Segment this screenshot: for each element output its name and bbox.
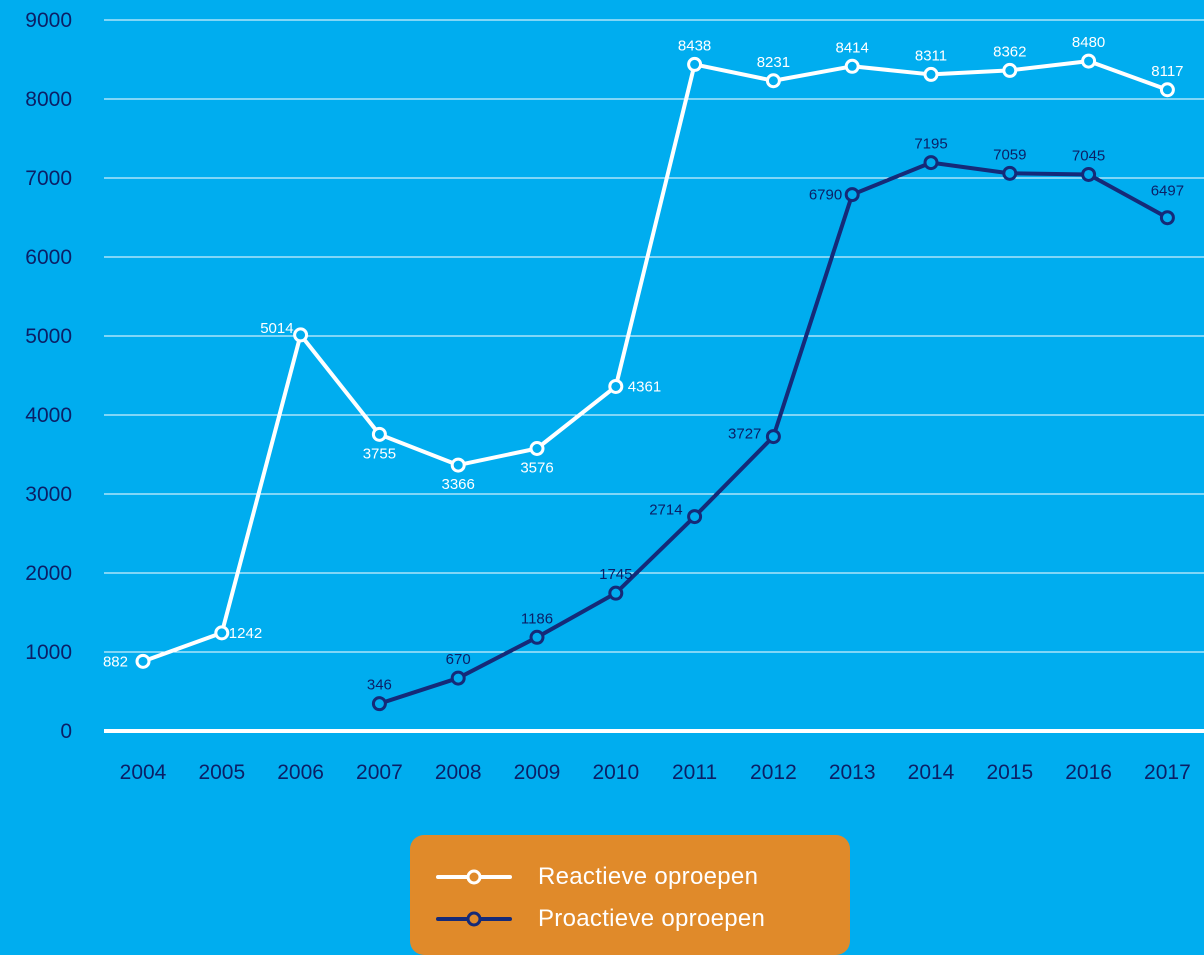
data-label-proactive-2010: 1745	[599, 566, 632, 583]
data-point-reactive-2008	[450, 457, 466, 473]
legend-label-reactive: Reactieve oproepen	[538, 863, 759, 890]
data-label-reactive-2009: 3576	[520, 459, 553, 476]
x-tick-label-2005: 2005	[198, 761, 245, 784]
data-label-reactive-2013: 8414	[836, 39, 869, 56]
x-tick-label-2004: 2004	[120, 761, 167, 784]
legend-item-reactive: Reactieve oproepen	[434, 859, 758, 895]
x-tick-label-2017: 2017	[1144, 761, 1191, 784]
line-chart: 0 1000 2000 3000 4000 5000 6000 7000 8000 9000 200…	[25, 9, 1204, 784]
data-point-proactive-2008	[450, 670, 466, 686]
data-label-reactive-2005: 1242	[229, 625, 262, 642]
data-label-proactive-2007: 346	[367, 677, 392, 694]
data-label-reactive-2007: 3755	[363, 445, 396, 462]
data-point-proactive-2012	[765, 429, 781, 445]
data-point-proactive-2007	[371, 696, 387, 712]
data-label-reactive-2015: 8362	[993, 43, 1026, 60]
data-point-reactive-2009	[529, 440, 545, 456]
y-tick-label-7000: 7000	[25, 167, 72, 190]
y-tick-label-0: 0	[60, 720, 72, 743]
data-label-proactive-2017: 6497	[1151, 183, 1184, 200]
data-point-reactive-2011	[687, 56, 703, 72]
legend-label-proactive: Proactieve oproepen	[538, 905, 766, 932]
data-point-reactive-2004	[135, 653, 151, 669]
data-point-reactive-2005	[214, 625, 230, 641]
data-label-proactive-2009: 1186	[521, 610, 553, 627]
y-tick-label-3000: 3000	[25, 483, 72, 506]
data-label-reactive-2006: 5014	[260, 320, 293, 337]
data-point-reactive-2012	[765, 73, 781, 89]
data-point-reactive-2010	[608, 378, 624, 394]
x-tick-label-2013: 2013	[829, 761, 876, 784]
data-point-proactive-2017	[1159, 210, 1175, 226]
x-tick-label-2012: 2012	[750, 761, 797, 784]
data-point-reactive-2013	[844, 58, 860, 74]
data-point-reactive-2015	[1002, 62, 1018, 78]
x-tick-label-2010: 2010	[592, 761, 639, 784]
legend-swatch-proactive	[436, 911, 512, 927]
y-tick-label-4000: 4000	[25, 404, 72, 427]
x-tick-label-2009: 2009	[514, 761, 561, 784]
legend-swatch-reactive	[436, 869, 512, 885]
data-label-proactive-2011: 2714	[649, 502, 682, 519]
data-point-proactive-2016	[1081, 166, 1097, 182]
data-label-proactive-2008: 670	[446, 651, 471, 668]
data-point-proactive-2011	[687, 509, 703, 525]
data-label-proactive-2012: 3727	[728, 426, 761, 443]
y-tick-label-9000: 9000	[25, 9, 72, 32]
data-label-reactive-2014: 8311	[915, 47, 947, 64]
data-label-proactive-2016: 7045	[1072, 147, 1105, 164]
data-point-proactive-2010	[608, 585, 624, 601]
y-tick-label-5000: 5000	[25, 325, 72, 348]
data-point-proactive-2015	[1002, 165, 1018, 181]
data-point-proactive-2014	[923, 155, 939, 171]
data-point-reactive-2014	[923, 66, 939, 82]
x-tick-label-2008: 2008	[435, 761, 482, 784]
data-point-reactive-2017	[1159, 82, 1175, 98]
data-label-reactive-2017: 8117	[1151, 63, 1183, 80]
y-tick-label-2000: 2000	[25, 562, 72, 585]
x-tick-label-2006: 2006	[277, 761, 324, 784]
data-label-reactive-2008: 3366	[442, 476, 475, 493]
y-tick-label-8000: 8000	[25, 88, 72, 111]
data-label-proactive-2014: 7195	[914, 136, 947, 153]
x-tick-label-2007: 2007	[356, 761, 403, 784]
x-tick-label-2016: 2016	[1065, 761, 1112, 784]
legend: Reactieve oproepen Proactieve oproepen	[410, 835, 850, 955]
data-label-proactive-2013: 6790	[809, 187, 842, 204]
data-label-reactive-2004: 882	[103, 653, 128, 670]
legend-item-proactive: Proactieve oproepen	[434, 901, 765, 937]
data-label-reactive-2010: 4361	[628, 378, 661, 395]
x-tick-label-2014: 2014	[908, 761, 955, 784]
data-point-proactive-2009	[529, 629, 545, 645]
data-point-reactive-2007	[371, 426, 387, 442]
data-point-reactive-2016	[1081, 53, 1097, 69]
data-label-reactive-2011: 8438	[678, 37, 711, 54]
series-line-reactive	[141, 59, 1170, 664]
x-tick-label-2011: 2011	[672, 761, 717, 784]
y-tick-label-6000: 6000	[25, 246, 72, 269]
data-point-reactive-2006	[293, 327, 309, 343]
data-label-reactive-2016: 8480	[1072, 34, 1105, 51]
data-label-reactive-2012: 8231	[757, 54, 790, 71]
x-tick-label-2015: 2015	[986, 761, 1033, 784]
data-point-proactive-2013	[844, 187, 860, 203]
data-label-proactive-2015: 7059	[993, 146, 1026, 163]
y-tick-label-1000: 1000	[25, 641, 72, 664]
